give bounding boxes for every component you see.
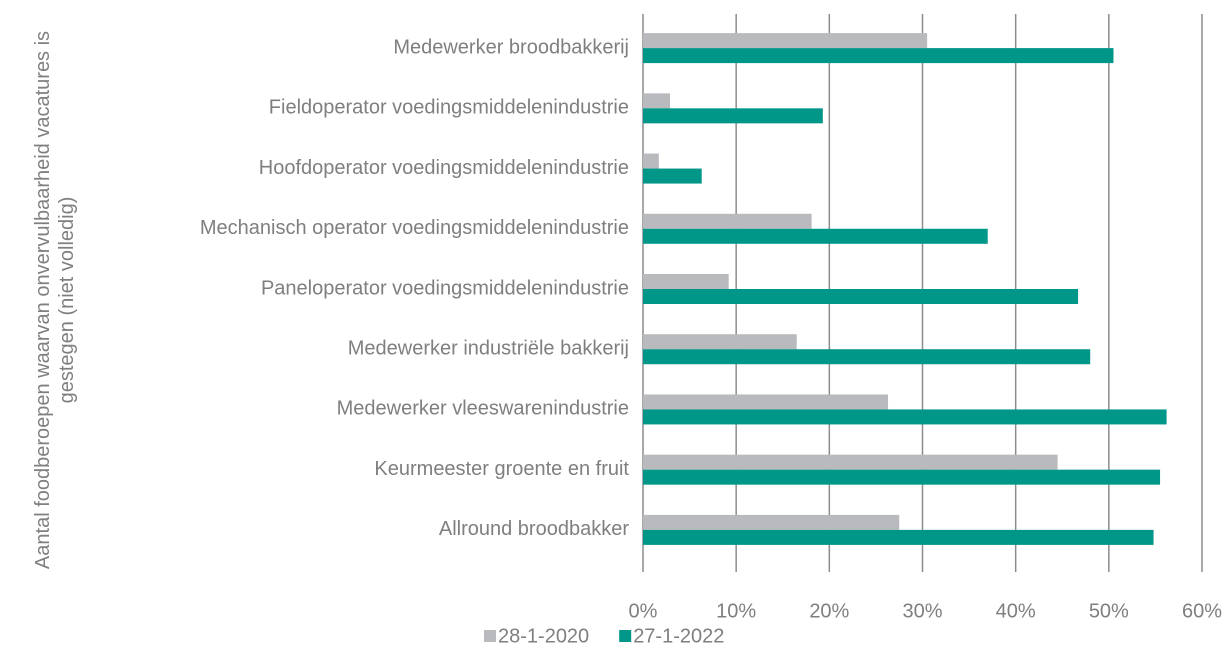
y-tick-label: Hoofdoperator voedingsmiddelenindustrie [259,157,629,179]
x-tick-label: 30% [902,600,942,622]
y-tick-label: Fieldoperator voedingsmiddelenindustrie [269,97,629,119]
y-axis-label: Aantal foodberoepen waarvan onvervulbaar… [32,30,78,570]
legend-swatch [619,630,632,642]
bar [643,349,1091,365]
bar [643,514,900,530]
bar [643,394,889,410]
bar [643,168,702,184]
x-tick-label: 60% [1182,600,1222,622]
y-tick-label: Paneloperator voedingsmiddelenindustrie [261,277,629,299]
bar [643,529,1154,545]
bar [643,33,928,49]
bar [643,93,671,109]
bar [643,153,659,169]
y-tick-label: Medewerker broodbakkerij [393,36,629,58]
bar [643,213,812,229]
y-tick-label: Mechanisch operator voedingsmiddelenindu… [200,217,629,239]
bar [643,274,729,289]
x-tick-label: 0% [629,600,658,622]
legend-label: 28-1-2020 [498,625,589,647]
bar [643,454,1058,470]
y-tick-label: Allround broodbakker [439,518,629,540]
legend-swatch [484,630,496,642]
bar [643,334,797,350]
x-tick-label: 40% [996,600,1036,622]
x-tick-label: 20% [809,600,849,622]
y-tick-label: Medewerker industriële bakkerij [348,338,629,360]
bar [643,228,988,244]
legend-label: 27-1-2022 [633,625,724,647]
bar [643,289,1079,304]
x-tick-label: 50% [1089,600,1129,622]
y-tick-label: Keurmeester groente en fruit [374,458,629,480]
bar [643,108,823,124]
x-tick-label: 10% [716,600,756,622]
bar [643,469,1161,485]
bar [643,409,1167,425]
bar [643,48,1114,64]
y-tick-label: Medewerker vleeswarenindustrie [337,398,629,420]
